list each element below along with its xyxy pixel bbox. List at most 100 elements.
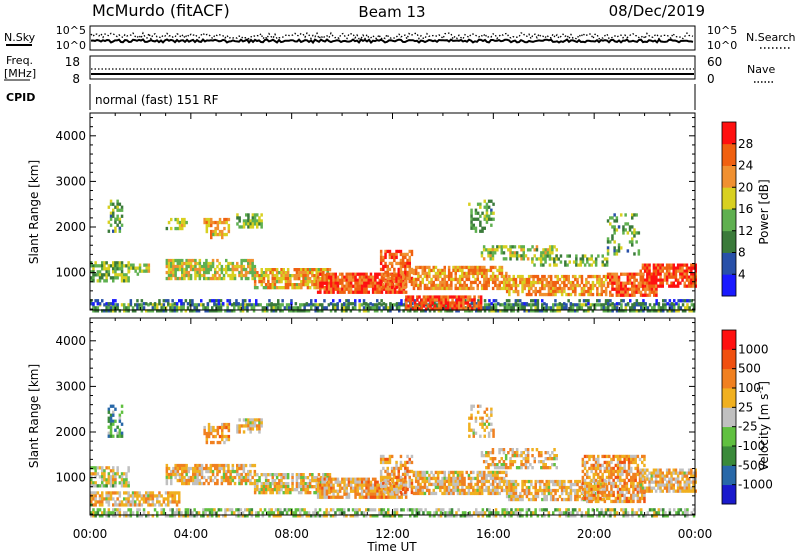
power-cell-3 bbox=[118, 267, 122, 271]
power-cell-0 bbox=[109, 309, 113, 313]
power-cell-2 bbox=[433, 295, 437, 299]
velocity-cell-0 bbox=[343, 514, 346, 518]
power-cell-1 bbox=[189, 299, 192, 303]
velocity-cell-3 bbox=[178, 472, 182, 477]
power-cell-2 bbox=[462, 304, 465, 308]
velocity-cell-5 bbox=[319, 477, 322, 481]
power-cell-7 bbox=[319, 281, 322, 285]
power-cell-13 bbox=[482, 248, 486, 252]
velocity-cell-6 bbox=[379, 490, 383, 495]
velocity-cell-4 bbox=[326, 473, 329, 477]
velocity-cell-0 bbox=[512, 511, 515, 515]
velocity-cell-7 bbox=[454, 488, 457, 493]
power-cell-6 bbox=[291, 283, 294, 287]
power-cell-1 bbox=[362, 302, 366, 306]
power-cell-1 bbox=[112, 299, 115, 303]
velocity-cell-7 bbox=[480, 491, 484, 496]
velocity-cell-2 bbox=[103, 475, 106, 479]
power-cell-0 bbox=[329, 309, 333, 313]
power-cell-2 bbox=[449, 295, 452, 299]
velocity-cell-3 bbox=[251, 463, 254, 468]
velocity-cell-0 bbox=[417, 508, 421, 512]
velocity-cell-8 bbox=[541, 491, 544, 496]
velocity-cell-3 bbox=[192, 481, 195, 486]
velocity-cell-2 bbox=[109, 481, 113, 485]
power-cell-9 bbox=[502, 277, 506, 282]
power-cell-18 bbox=[251, 216, 255, 220]
power-cell-12 bbox=[683, 275, 686, 279]
velocity-cell-0 bbox=[587, 508, 590, 512]
velocity-cell-7 bbox=[461, 485, 464, 490]
power-cell-0 bbox=[668, 303, 672, 307]
power-cell-3 bbox=[120, 273, 124, 277]
power-cell-19 bbox=[490, 199, 493, 203]
power-cell-8 bbox=[395, 249, 398, 254]
velocity-cell-6 bbox=[406, 454, 409, 459]
power-cell-6 bbox=[306, 268, 310, 272]
velocity-cell-4 bbox=[306, 476, 310, 480]
power-cell-7 bbox=[363, 290, 366, 294]
velocity-cell-0 bbox=[609, 514, 612, 518]
power-cell-0 bbox=[545, 306, 548, 310]
velocity-cell-0 bbox=[343, 508, 346, 512]
velocity-cell-5 bbox=[404, 492, 408, 496]
power-cell-3 bbox=[96, 270, 100, 274]
velocity-cell-1 bbox=[173, 497, 177, 501]
power-cell-10 bbox=[508, 292, 511, 297]
velocity-cell-0 bbox=[556, 508, 559, 512]
power-cell-6 bbox=[280, 271, 283, 275]
power-cell-7 bbox=[349, 284, 353, 288]
power-cell-17 bbox=[225, 232, 228, 237]
velocity-cell-0 bbox=[136, 511, 139, 515]
velocity-cell-0 bbox=[116, 511, 119, 515]
power-cell-9 bbox=[436, 274, 440, 279]
velocity-cell-4 bbox=[291, 479, 294, 483]
velocity-cell-1 bbox=[134, 494, 137, 498]
power-cell-8 bbox=[410, 276, 414, 281]
velocity-cell-3 bbox=[209, 475, 213, 480]
power-cell-7 bbox=[371, 287, 375, 291]
power-cell-8 bbox=[388, 252, 392, 257]
velocity-cell-7 bbox=[505, 470, 508, 475]
power-cell-8 bbox=[388, 282, 392, 287]
power-cell-18 bbox=[249, 219, 252, 223]
velocity-cell-0 bbox=[538, 508, 542, 512]
velocity-cell-5 bbox=[402, 477, 406, 481]
power-cell-1 bbox=[536, 302, 540, 306]
power-cell-11 bbox=[606, 281, 610, 285]
power-cell-11 bbox=[633, 290, 636, 294]
power-cell-9 bbox=[469, 268, 473, 273]
power-cell-7 bbox=[354, 287, 357, 291]
power-cell-1 bbox=[534, 302, 537, 306]
velocity-cell-0 bbox=[598, 514, 601, 518]
power-cell-6 bbox=[286, 277, 290, 281]
power-cell-10 bbox=[578, 283, 581, 288]
velocity-cell-0 bbox=[380, 508, 383, 512]
velocity-cell-7 bbox=[498, 470, 501, 475]
velocity-cell-5 bbox=[316, 483, 320, 487]
power-cell-7 bbox=[330, 275, 333, 279]
power-colorbar-tick-label: 20 bbox=[738, 180, 753, 194]
power-cell-12 bbox=[641, 266, 645, 270]
velocity-cell-3 bbox=[249, 472, 252, 477]
power-cell-0 bbox=[505, 303, 509, 307]
power-cell-7 bbox=[325, 287, 329, 291]
power-cell-7 bbox=[376, 287, 379, 291]
power-cell-0 bbox=[556, 306, 559, 310]
velocity-cell-0 bbox=[318, 514, 322, 518]
power-cell-0 bbox=[299, 306, 302, 310]
power-cell-16 bbox=[174, 226, 177, 231]
cpid-panel: CPID normal (fast) 151 RF bbox=[6, 84, 696, 110]
power-cell-19 bbox=[474, 226, 478, 230]
velocity-cell-1 bbox=[136, 497, 139, 501]
power-cell-0 bbox=[140, 309, 144, 313]
power-cell-12 bbox=[685, 284, 689, 288]
power-cell-0 bbox=[571, 309, 575, 313]
power-cell-17 bbox=[210, 223, 213, 228]
power-cell-9 bbox=[441, 271, 444, 276]
velocity-cell-8 bbox=[508, 497, 511, 502]
power-cell-7 bbox=[321, 272, 324, 276]
power-cell-7 bbox=[389, 284, 392, 288]
power-cell-3 bbox=[94, 261, 97, 265]
